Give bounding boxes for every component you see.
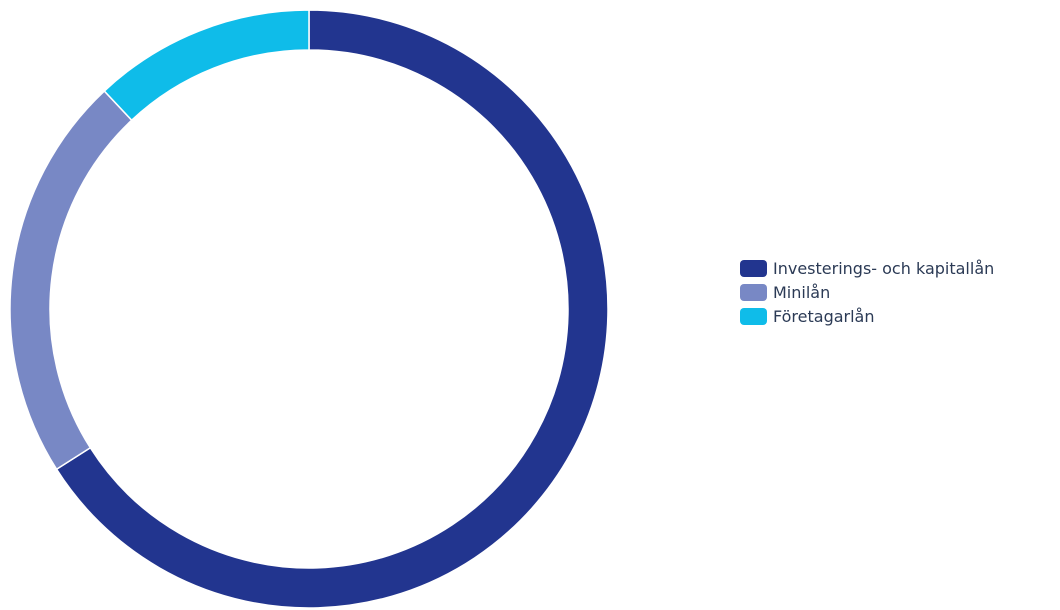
donut-segment-minilan <box>9 89 133 471</box>
legend-swatch-minilan <box>740 283 767 301</box>
legend-item-foretagarlan: Företagarlån <box>740 304 994 328</box>
legend-swatch-foretagarlan <box>740 307 767 325</box>
donut-segment-investerings <box>55 9 609 609</box>
legend-item-investerings: Investerings- och kapitallån <box>740 256 994 280</box>
donut-segment-foretagarlan <box>103 9 310 122</box>
chart-legend: Investerings- och kapitallån Minilån För… <box>740 256 994 328</box>
legend-swatch-investerings <box>740 259 767 277</box>
legend-label-foretagarlan: Företagarlån <box>773 306 875 326</box>
legend-label-minilan: Minilån <box>773 282 831 302</box>
legend-label-investerings: Investerings- och kapitallån <box>773 258 995 278</box>
legend-item-minilan: Minilån <box>740 280 994 304</box>
